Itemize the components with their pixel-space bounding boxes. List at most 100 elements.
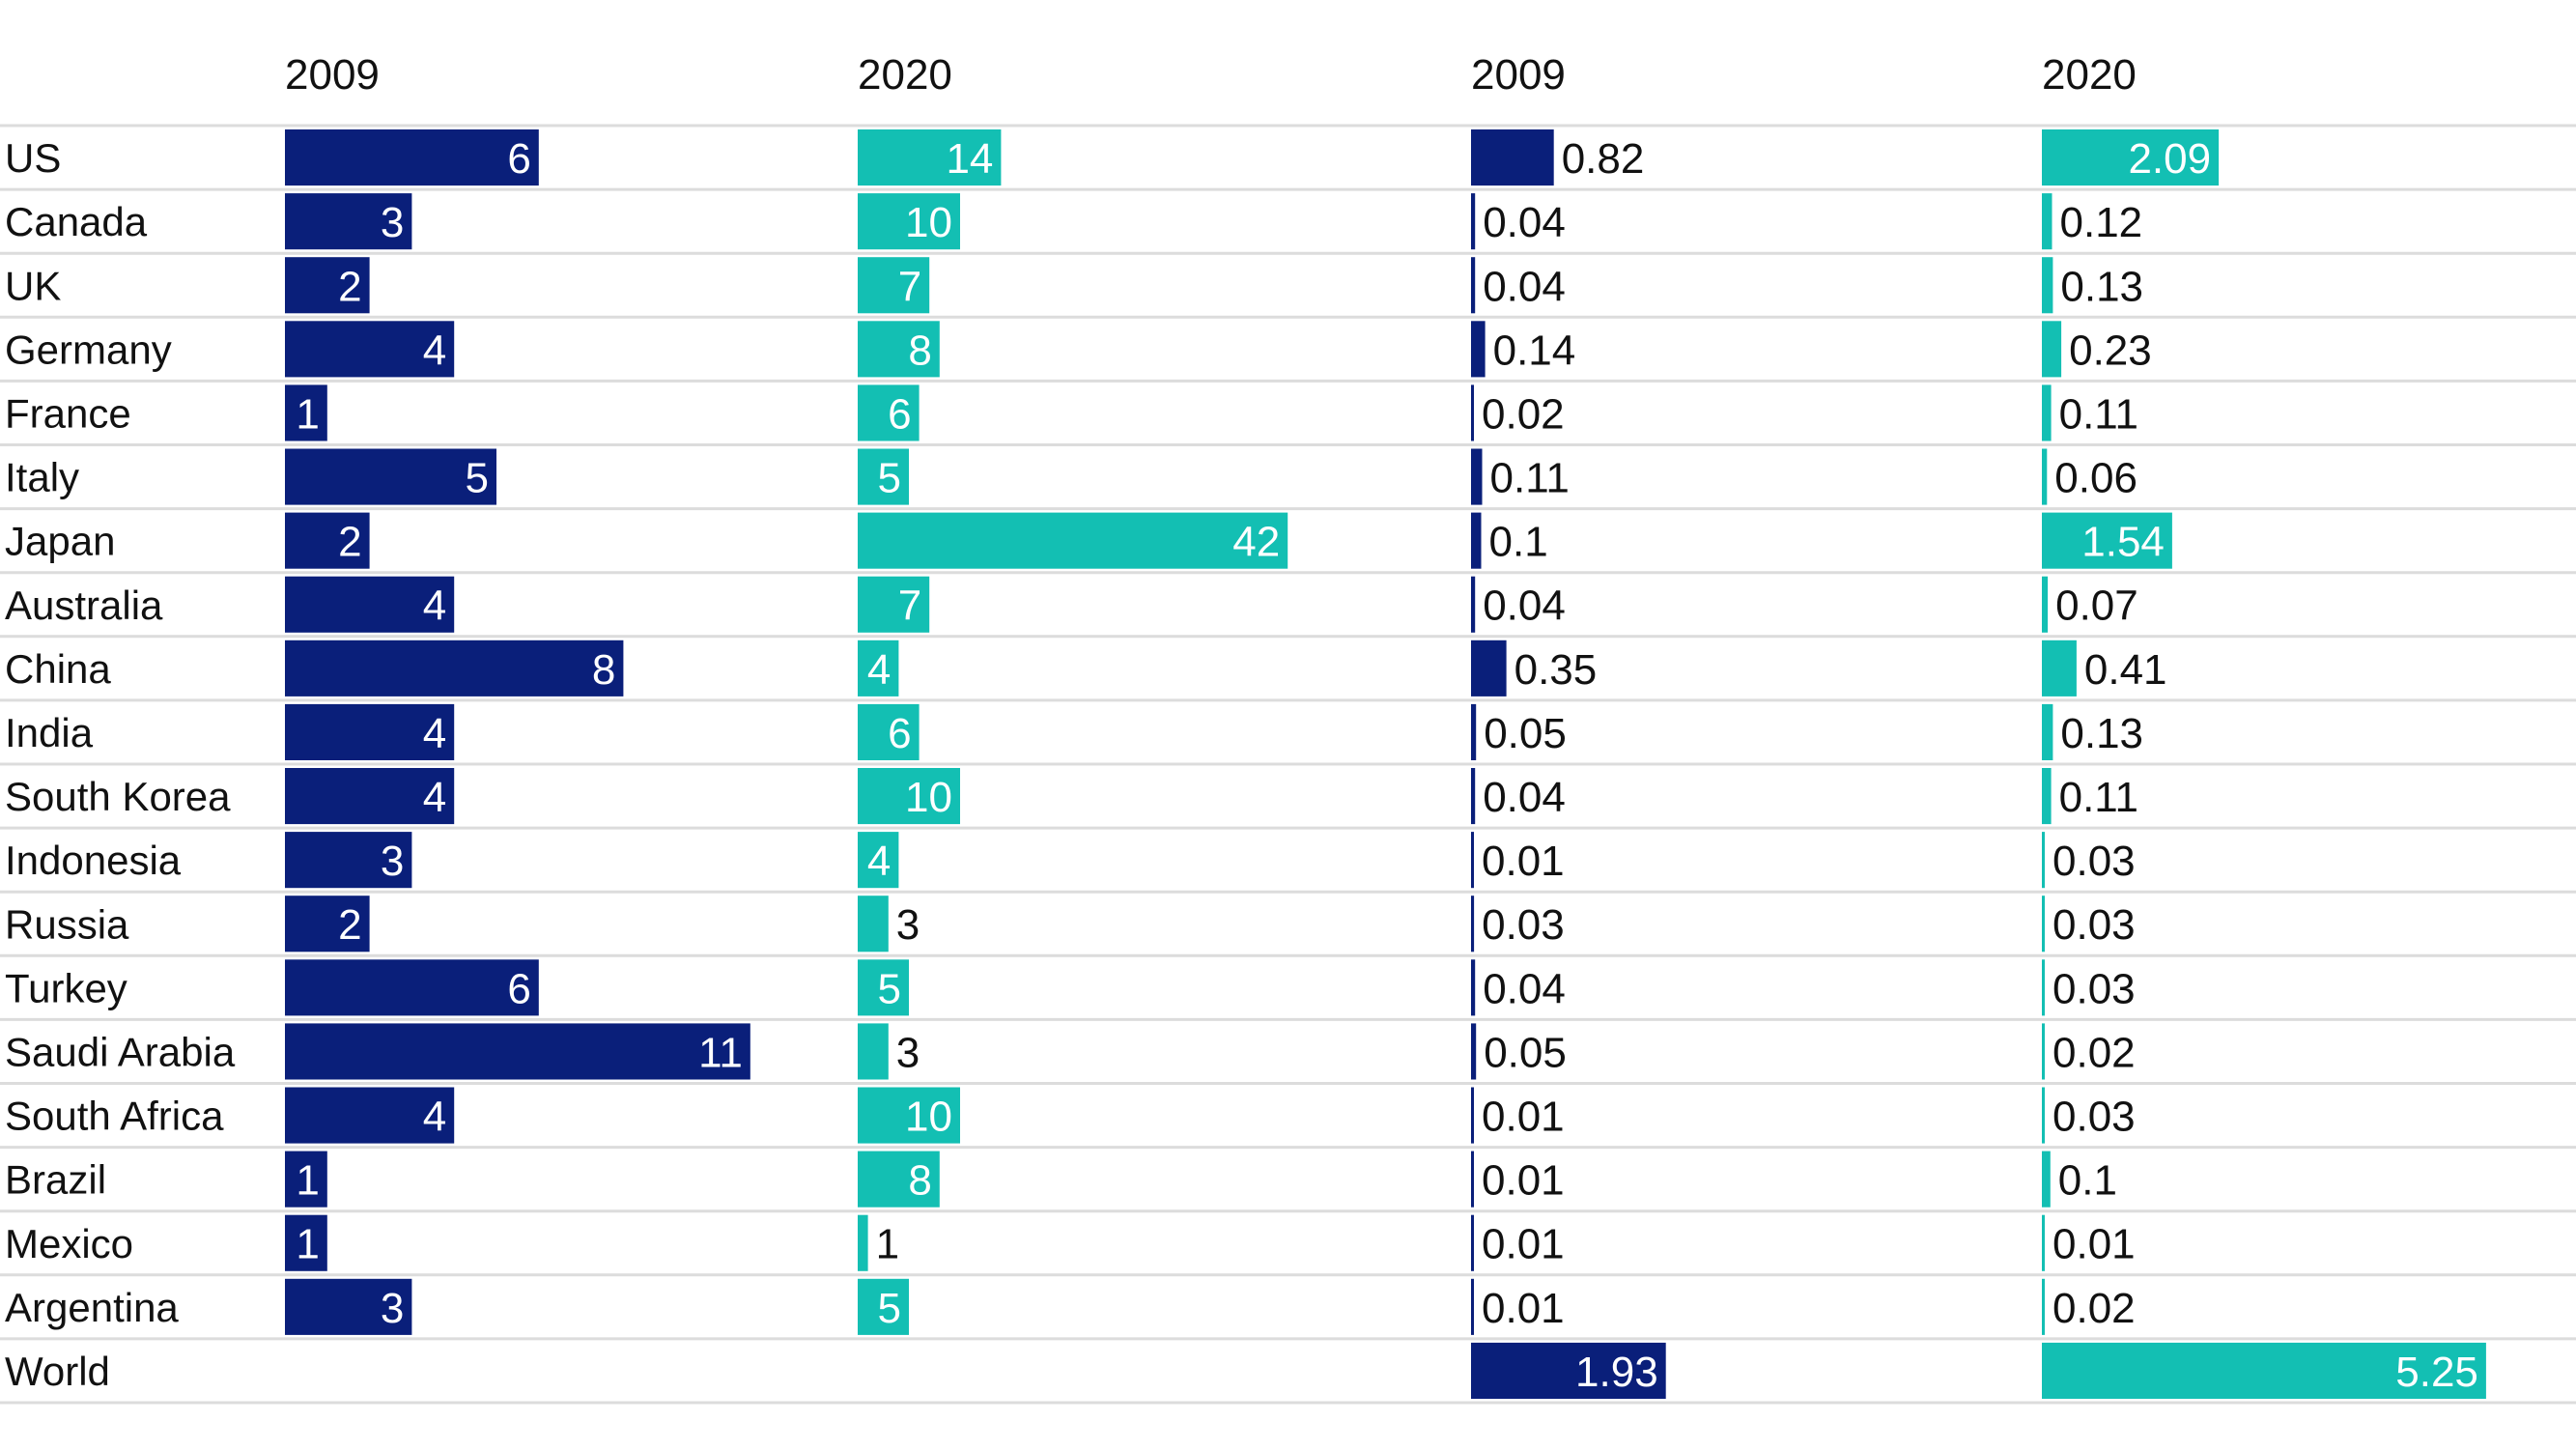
category-label-germany: Germany bbox=[5, 327, 172, 372]
bar-2009-japan bbox=[285, 512, 370, 569]
category-label-italy: Italy bbox=[5, 455, 79, 500]
category-label-saudi-arabia: Saudi Arabia bbox=[5, 1029, 236, 1074]
value-label-2009-south-africa: 4 bbox=[423, 1094, 446, 1141]
bar-2009-world bbox=[1471, 1342, 1666, 1399]
bar-2020-russia bbox=[2042, 896, 2045, 952]
value-label-2009-saudi-arabia: 11 bbox=[698, 1029, 743, 1076]
value-label-2020-china: 4 bbox=[867, 646, 891, 694]
value-label-2020-uk: 0.13 bbox=[2060, 263, 2143, 310]
value-label-2020-us: 14 bbox=[946, 135, 993, 183]
bar-2020-uk bbox=[858, 257, 930, 314]
bar-2009-china bbox=[285, 640, 624, 697]
bar-2009-italy bbox=[285, 448, 496, 505]
value-label-2009-south-korea: 0.04 bbox=[1483, 774, 1566, 821]
value-label-2009-argentina: 0.01 bbox=[1482, 1285, 1565, 1332]
bar-2020-australia bbox=[2042, 576, 2049, 633]
bar-2009-mexico bbox=[1471, 1214, 1474, 1271]
bar-2009-indonesia bbox=[1471, 832, 1474, 889]
value-label-2020-turkey: 0.03 bbox=[2052, 965, 2136, 1012]
bar-2009-china bbox=[1471, 640, 1507, 697]
value-label-2020-south-africa: 10 bbox=[905, 1094, 952, 1141]
category-label-france: France bbox=[5, 390, 131, 436]
bar-2020-turkey bbox=[858, 959, 909, 1016]
value-label-2009-south-africa: 0.01 bbox=[1482, 1094, 1565, 1141]
bar-2020-indonesia bbox=[858, 832, 899, 889]
bar-2020-brazil bbox=[858, 1151, 940, 1208]
value-label-2020-us: 2.09 bbox=[2128, 135, 2211, 183]
bar-2009-indonesia bbox=[285, 832, 412, 889]
value-label-2009-indonesia: 3 bbox=[381, 838, 404, 885]
bar-2009-argentina bbox=[285, 1278, 412, 1335]
bar-2020-canada bbox=[858, 193, 960, 250]
value-label-2020-canada: 0.12 bbox=[2060, 199, 2143, 246]
bar-2009-france bbox=[285, 384, 327, 441]
value-label-2020-france: 6 bbox=[888, 390, 911, 438]
bar-2020-south-africa bbox=[858, 1087, 960, 1144]
value-label-2009-china: 0.35 bbox=[1514, 646, 1598, 694]
value-label-2020-south-korea: 0.11 bbox=[2059, 774, 2138, 821]
value-label-2020-germany: 8 bbox=[908, 327, 931, 374]
bar-2009-south-africa bbox=[1471, 1087, 1474, 1144]
value-label-2009-germany: 0.14 bbox=[1493, 327, 1576, 374]
bar-2020-brazil bbox=[2042, 1151, 2051, 1208]
column-header-2020: 2020 bbox=[858, 51, 952, 99]
value-label-2020-japan: 1.54 bbox=[2081, 519, 2165, 566]
category-label-uk: UK bbox=[5, 263, 61, 308]
bar-2020-south-korea bbox=[2042, 768, 2052, 825]
value-label-2009-italy: 0.11 bbox=[1490, 455, 1570, 502]
bar-2020-argentina bbox=[2042, 1278, 2045, 1335]
bar-2009-australia bbox=[1471, 576, 1476, 633]
value-label-2009-australia: 4 bbox=[423, 583, 446, 630]
category-label-south-korea: South Korea bbox=[5, 774, 231, 819]
bar-2020-china bbox=[2042, 640, 2077, 697]
bar-2020-mexico bbox=[2042, 1214, 2045, 1271]
value-label-2009-brazil: 1 bbox=[296, 1157, 319, 1205]
bar-2009-brazil bbox=[285, 1151, 327, 1208]
value-label-2009-uk: 2 bbox=[338, 263, 361, 310]
bar-2009-japan bbox=[1471, 512, 1482, 569]
bar-2009-us bbox=[1471, 129, 1554, 186]
bar-2020-india bbox=[858, 703, 920, 760]
bar-2009-india bbox=[1471, 703, 1477, 760]
value-label-2020-uk: 7 bbox=[898, 263, 921, 310]
bar-2009-saudi-arabia bbox=[1471, 1023, 1477, 1080]
bar-2020-china bbox=[858, 640, 899, 697]
value-label-2020-australia: 0.07 bbox=[2055, 583, 2138, 630]
category-label-russia: Russia bbox=[5, 901, 129, 947]
value-label-2020-japan: 42 bbox=[1232, 519, 1280, 566]
category-label-turkey: Turkey bbox=[5, 965, 127, 1010]
bar-2020-mexico bbox=[858, 1214, 868, 1271]
bar-2009-turkey bbox=[285, 959, 539, 1016]
category-label-south-africa: South Africa bbox=[5, 1094, 224, 1139]
bar-2009-india bbox=[285, 703, 455, 760]
value-label-2009-russia: 0.03 bbox=[1482, 901, 1565, 949]
value-label-2020-south-korea: 10 bbox=[905, 774, 952, 821]
bar-2020-india bbox=[2042, 703, 2053, 760]
value-label-2020-germany: 0.23 bbox=[2069, 327, 2152, 374]
value-label-2009-argentina: 3 bbox=[381, 1285, 404, 1332]
bar-2009-south-africa bbox=[285, 1087, 455, 1144]
bar-2020-turkey bbox=[2042, 959, 2045, 1016]
bar-2020-italy bbox=[858, 448, 909, 505]
bar-2009-russia bbox=[285, 896, 370, 952]
value-label-2020-argentina: 0.02 bbox=[2052, 1285, 2136, 1332]
category-label-argentina: Argentina bbox=[5, 1285, 179, 1330]
bar-2020-south-korea bbox=[858, 768, 960, 825]
bar-2020-world bbox=[2042, 1342, 2486, 1399]
column-header-2009: 2009 bbox=[285, 51, 380, 99]
bar-2020-south-africa bbox=[2042, 1087, 2045, 1144]
value-label-2020-saudi-arabia: 0.02 bbox=[2052, 1029, 2136, 1076]
value-label-2009-saudi-arabia: 0.05 bbox=[1484, 1029, 1567, 1076]
value-label-2009-italy: 5 bbox=[466, 455, 489, 502]
category-label-brazil: Brazil bbox=[5, 1157, 106, 1203]
bar-2009-canada bbox=[1471, 193, 1476, 250]
value-label-2009-us: 0.82 bbox=[1562, 135, 1645, 183]
value-label-2020-india: 6 bbox=[888, 710, 911, 757]
value-label-2009-indonesia: 0.01 bbox=[1482, 838, 1565, 885]
bar-2009-argentina bbox=[1471, 1278, 1474, 1335]
value-label-2009-china: 8 bbox=[592, 646, 615, 694]
value-label-2009-canada: 0.04 bbox=[1483, 199, 1566, 246]
category-label-indonesia: Indonesia bbox=[5, 838, 182, 883]
bar-2009-mexico bbox=[285, 1214, 327, 1271]
